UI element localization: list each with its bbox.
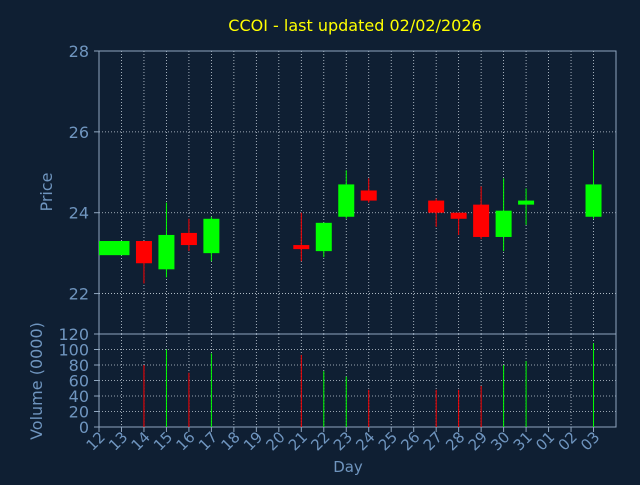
candle — [450, 212, 467, 235]
volume-axis-label: Volume (0000) — [27, 322, 46, 440]
candle-body — [473, 204, 490, 237]
candle-body — [203, 218, 220, 254]
x-axis: 1213141516171819202122232425262728293031… — [83, 427, 603, 454]
price-axis-label: Price — [37, 172, 56, 211]
price-tick-label: 22 — [69, 285, 89, 304]
volume-tick-label: 0 — [79, 418, 89, 437]
volume-frame — [98, 333, 617, 428]
candle-body — [315, 222, 332, 252]
candle-body — [180, 232, 197, 246]
candle — [338, 170, 355, 219]
volume-tick-label: 40 — [69, 387, 89, 406]
candle-body — [495, 210, 512, 237]
candle-body — [338, 184, 355, 217]
candle-body — [428, 200, 445, 213]
day-axis-label: Day — [333, 458, 363, 476]
candle-body — [518, 200, 535, 205]
candle-body — [360, 190, 377, 201]
candle — [99, 241, 130, 256]
candle-body — [585, 184, 602, 217]
candle — [495, 178, 512, 252]
candle — [158, 202, 175, 278]
candle — [473, 186, 490, 239]
x-tick-label: 03 — [577, 428, 603, 454]
price-tick-label: 26 — [69, 123, 89, 142]
candle — [360, 178, 377, 203]
candle-body — [293, 245, 310, 250]
candle — [293, 212, 310, 262]
candle — [518, 188, 535, 225]
price-tick-label: 24 — [69, 204, 89, 223]
price-tick-label: 28 — [69, 42, 89, 61]
candle-body — [158, 234, 175, 270]
volume-tick-label: 120 — [58, 325, 89, 344]
chart-title: CCOI - last updated 02/02/2026 — [228, 16, 481, 35]
candle — [428, 198, 445, 227]
candle — [315, 222, 332, 258]
volume-tick-label: 100 — [58, 341, 89, 360]
candle — [135, 241, 152, 284]
candle-body — [450, 212, 467, 219]
candle — [585, 150, 602, 219]
price-frame — [98, 50, 617, 335]
candle-body — [135, 241, 152, 264]
candle — [180, 218, 197, 252]
candle-body — [99, 241, 130, 256]
candle — [203, 216, 220, 262]
volume-tick-label: 20 — [69, 403, 89, 422]
volume-tick-label: 80 — [69, 356, 89, 375]
volume-tick-label: 60 — [69, 372, 89, 391]
price-panel: 22 24 26 28 — [69, 42, 617, 335]
